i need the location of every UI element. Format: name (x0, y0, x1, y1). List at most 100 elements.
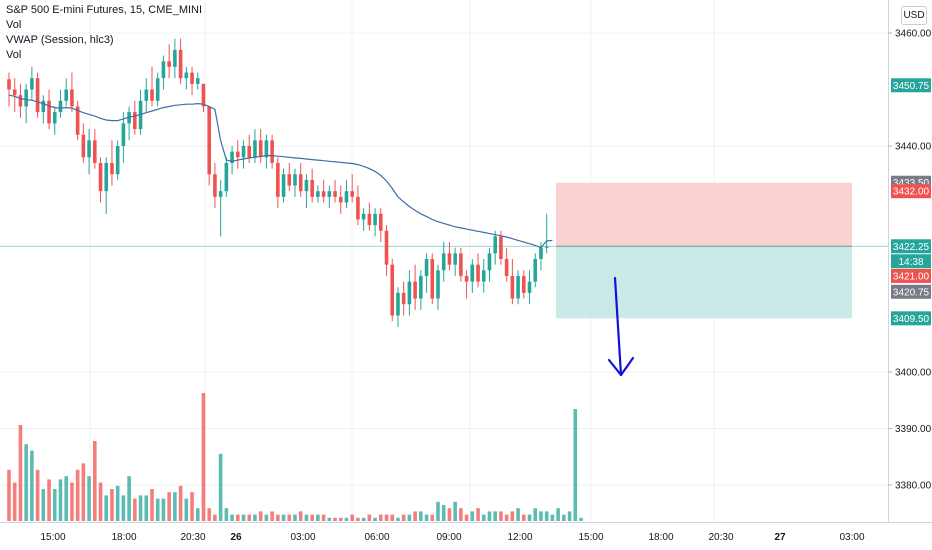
price-axis[interactable]: 3460.00 3440.00 3400.00 3390.00 3380.00 (888, 29, 932, 492)
candle-body (195, 78, 200, 84)
candle-body (81, 134, 86, 158)
candle (459, 247, 463, 282)
candle-body (264, 140, 269, 158)
volume-bar (310, 514, 314, 521)
volume-bar (499, 511, 503, 521)
volume-bar (64, 476, 68, 521)
candle (150, 66, 154, 107)
volume-bar (98, 482, 103, 521)
volume-bar (247, 514, 252, 521)
price-label-text: 3420.75 (893, 287, 930, 298)
price-label-bg (891, 268, 931, 283)
candle (104, 157, 109, 214)
candle (167, 44, 171, 79)
currency-button[interactable]: USD (901, 6, 927, 25)
arrow-head-left (607, 358, 623, 377)
symbol-title[interactable]: S&P 500 E-mini Futures, 15, CME_MINI (6, 4, 203, 16)
price-label-bg (891, 284, 931, 299)
candle (390, 259, 395, 322)
candle-body (367, 213, 372, 226)
candle (81, 123, 86, 163)
long-short-position-tool[interactable] (556, 182, 852, 319)
volume-bar (470, 511, 475, 521)
candle-body (87, 140, 91, 158)
volume-bar (41, 489, 46, 521)
candle-body (24, 89, 28, 107)
candle (161, 55, 166, 90)
candle-body (401, 292, 406, 305)
volume-bar (316, 514, 320, 521)
volume-bar (493, 511, 497, 521)
volume-bar (218, 453, 223, 521)
volume-bar (144, 495, 149, 521)
volume-bar (121, 495, 126, 521)
volume-bar (276, 514, 280, 521)
price-label-text: 3421.00 (893, 271, 930, 282)
candle (522, 270, 526, 299)
volume-bar (173, 492, 177, 521)
volume-bar (338, 517, 343, 521)
chart-legend: S&P 500 E-mini Futures, 15, CME_MINI Vol… (6, 3, 202, 63)
volume-bar (184, 498, 189, 521)
volume-bar (459, 508, 463, 521)
candle (356, 185, 360, 226)
candle (70, 72, 74, 113)
time-axis[interactable]: 15:00 18:00 20:30 26 03:00 06:00 09:00 12:00 15:… (40, 532, 864, 543)
volume-bar (270, 511, 274, 521)
candle (338, 185, 343, 214)
candle-body (413, 281, 417, 299)
time-tick-label: 20:30 (708, 532, 733, 543)
volume-bar (138, 495, 143, 521)
candle (230, 146, 234, 175)
candle-body (516, 275, 520, 299)
candle (190, 66, 194, 96)
volume-bar (75, 469, 80, 521)
take-profit-zone[interactable] (556, 246, 852, 319)
volume-bar (361, 517, 366, 521)
volume-bar (161, 498, 166, 521)
candle (58, 89, 63, 118)
legend-vwap-label[interactable]: VWAP (Session, hlc3) (6, 34, 114, 46)
candle-body (499, 236, 503, 259)
candle (367, 202, 372, 231)
volume-bar (304, 514, 309, 521)
candle-body (167, 61, 171, 67)
down-arrow-drawing[interactable] (607, 276, 635, 377)
candle-body (150, 89, 154, 101)
legend-volume-label[interactable]: Vol (6, 49, 22, 61)
candlestick-series (7, 38, 549, 327)
candle-body (30, 78, 34, 90)
volume-bar (504, 514, 509, 521)
stop-loss-zone[interactable] (556, 182, 852, 247)
volume-bar (18, 425, 23, 521)
price-label-bg (891, 254, 931, 269)
price-tick-label: 3440.00 (895, 142, 932, 153)
candle (264, 134, 269, 169)
candle-body (253, 140, 257, 158)
candle-body (70, 89, 74, 107)
candle-body (298, 174, 303, 192)
candle (218, 179, 223, 237)
volume-bar (258, 511, 263, 521)
candle (470, 259, 475, 293)
volume-bar (104, 495, 109, 521)
volume-bar (367, 514, 372, 521)
candle (344, 179, 349, 209)
candle-body (218, 191, 223, 197)
candle (35, 72, 40, 118)
candle (436, 264, 440, 310)
candle-body (510, 275, 515, 299)
candle-body (522, 275, 526, 293)
volume-bar (195, 508, 200, 521)
candle-body (527, 281, 532, 293)
candle-body (52, 112, 57, 124)
price-label-text: 14:38 (898, 257, 923, 268)
candle-body (361, 213, 366, 220)
candle-body (115, 146, 120, 175)
candle (144, 78, 149, 113)
candle-body (476, 264, 480, 282)
volume-bar (287, 514, 292, 521)
volume-bar (35, 469, 40, 521)
